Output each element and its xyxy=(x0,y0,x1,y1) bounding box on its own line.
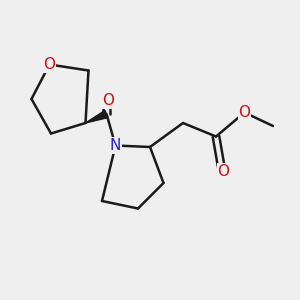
Text: N: N xyxy=(110,138,121,153)
Text: O: O xyxy=(44,57,56,72)
Text: O: O xyxy=(218,164,230,178)
Text: O: O xyxy=(102,93,114,108)
Polygon shape xyxy=(85,110,108,123)
Text: O: O xyxy=(238,105,250,120)
